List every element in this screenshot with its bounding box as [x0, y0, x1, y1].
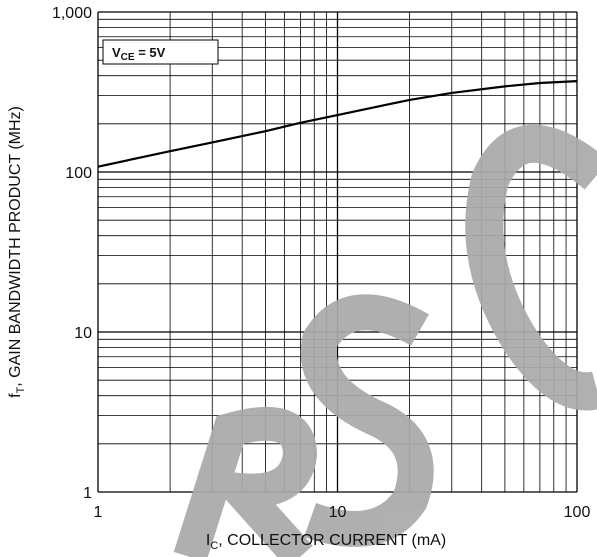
y-tick-label: 100 — [65, 165, 92, 182]
x-tick-label: 10 — [329, 504, 347, 521]
x-label-rest: , COLLECTOR CURRENT (mA) — [218, 532, 446, 549]
y-tick-label: 1 — [83, 485, 92, 502]
x-axis-label: IC, COLLECTOR CURRENT (mA) — [206, 532, 446, 552]
marks — [97, 79, 578, 168]
y-axis-label: fT, GAIN BANDWIDTH PRODUCT (MHz) — [7, 106, 27, 398]
y-label-main: f — [7, 393, 24, 398]
x-label-sub: C — [210, 540, 218, 552]
x-tick-label: 100 — [564, 504, 591, 521]
annotation-sub: CE — [121, 52, 135, 63]
y-label-rest: , GAIN BANDWIDTH PRODUCT (MHz) — [7, 106, 24, 387]
x-tick-label: 1 — [94, 504, 103, 521]
y-label-sub: T — [15, 386, 27, 393]
annotation: VCE = 5V — [112, 45, 166, 63]
annotation-main: V — [112, 45, 121, 60]
annotation-rest: = 5V — [135, 45, 166, 60]
annotation-box — [102, 39, 219, 65]
y-tick-label: 10 — [74, 325, 92, 342]
y-tick-label: 1,000 — [52, 5, 92, 22]
data-line — [97, 79, 578, 168]
x-label-main: I — [206, 532, 210, 549]
watermark — [173, 124, 597, 557]
